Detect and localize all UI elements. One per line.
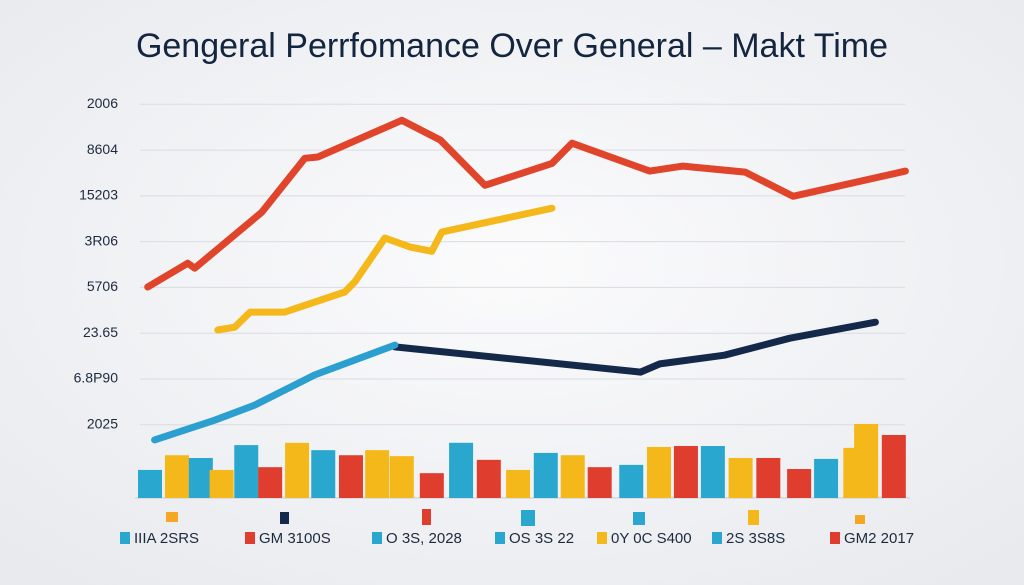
bar	[814, 458, 839, 498]
bar	[138, 469, 163, 498]
y-tick-label: 2025	[87, 415, 118, 431]
legend-deco	[633, 512, 645, 525]
legend-label: OS 3S 22	[509, 530, 574, 547]
legend-label: O 3S, 2028	[386, 530, 462, 547]
legend-label: GM 3100S	[259, 530, 331, 547]
legend-deco	[855, 515, 865, 524]
legend-swatch	[597, 532, 607, 544]
bar	[419, 473, 444, 498]
bar	[389, 456, 414, 498]
legend-label: 0Y 0C S400	[611, 530, 692, 547]
chart-title: Gengeral Perrfomance Over General – Makt…	[136, 27, 888, 65]
bar	[728, 457, 753, 498]
bar	[209, 469, 234, 498]
legend-deco	[521, 510, 535, 526]
bar	[560, 455, 585, 498]
legend-deco	[748, 510, 759, 525]
bar	[587, 467, 612, 498]
legend-label: 2S 3S8S	[726, 530, 785, 547]
legend-swatch	[372, 532, 382, 544]
bar	[311, 450, 336, 498]
bar	[700, 446, 725, 498]
legend-swatch	[120, 532, 130, 544]
bar	[646, 446, 671, 498]
bar	[787, 469, 812, 498]
bar	[258, 467, 283, 498]
bar	[506, 469, 531, 498]
line-series	[151, 341, 399, 444]
y-tick-label: 15203	[79, 187, 118, 203]
legend-label: GM2 2017	[844, 530, 914, 547]
bar	[234, 445, 259, 498]
legend-swatch	[830, 532, 840, 544]
bar	[365, 450, 390, 498]
bar	[188, 457, 213, 498]
bar	[164, 455, 189, 498]
bar	[285, 442, 310, 498]
bar	[338, 455, 363, 498]
y-tick-label: 2006	[87, 95, 118, 111]
bar	[854, 423, 879, 498]
legend-deco	[422, 509, 431, 525]
y-tick-label: 6.8P90	[74, 370, 119, 386]
bar	[533, 452, 558, 498]
legend-swatch	[245, 532, 255, 544]
line-series	[214, 204, 556, 334]
bar	[756, 457, 781, 498]
y-tick-label: 23.65	[83, 324, 118, 340]
y-tick-label: 8604	[87, 141, 118, 157]
bar	[449, 442, 474, 498]
bar	[881, 434, 906, 498]
line-series	[391, 318, 879, 376]
bar	[619, 464, 644, 498]
bar	[476, 459, 501, 498]
bar	[673, 446, 698, 498]
legend-swatch	[495, 532, 505, 544]
legend-deco	[280, 512, 289, 524]
y-tick-label: 5706	[87, 278, 118, 294]
legend-deco	[166, 512, 178, 522]
legend-label: IIIA 2SRS	[134, 530, 199, 547]
line-series	[144, 116, 909, 291]
y-tick-label: 3R06	[85, 232, 119, 248]
legend-swatch	[712, 532, 722, 544]
